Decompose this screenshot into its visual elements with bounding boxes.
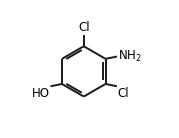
- Text: Cl: Cl: [78, 21, 90, 34]
- Text: HO: HO: [32, 87, 50, 100]
- Text: Cl: Cl: [117, 87, 129, 100]
- Text: NH$_2$: NH$_2$: [117, 49, 141, 64]
